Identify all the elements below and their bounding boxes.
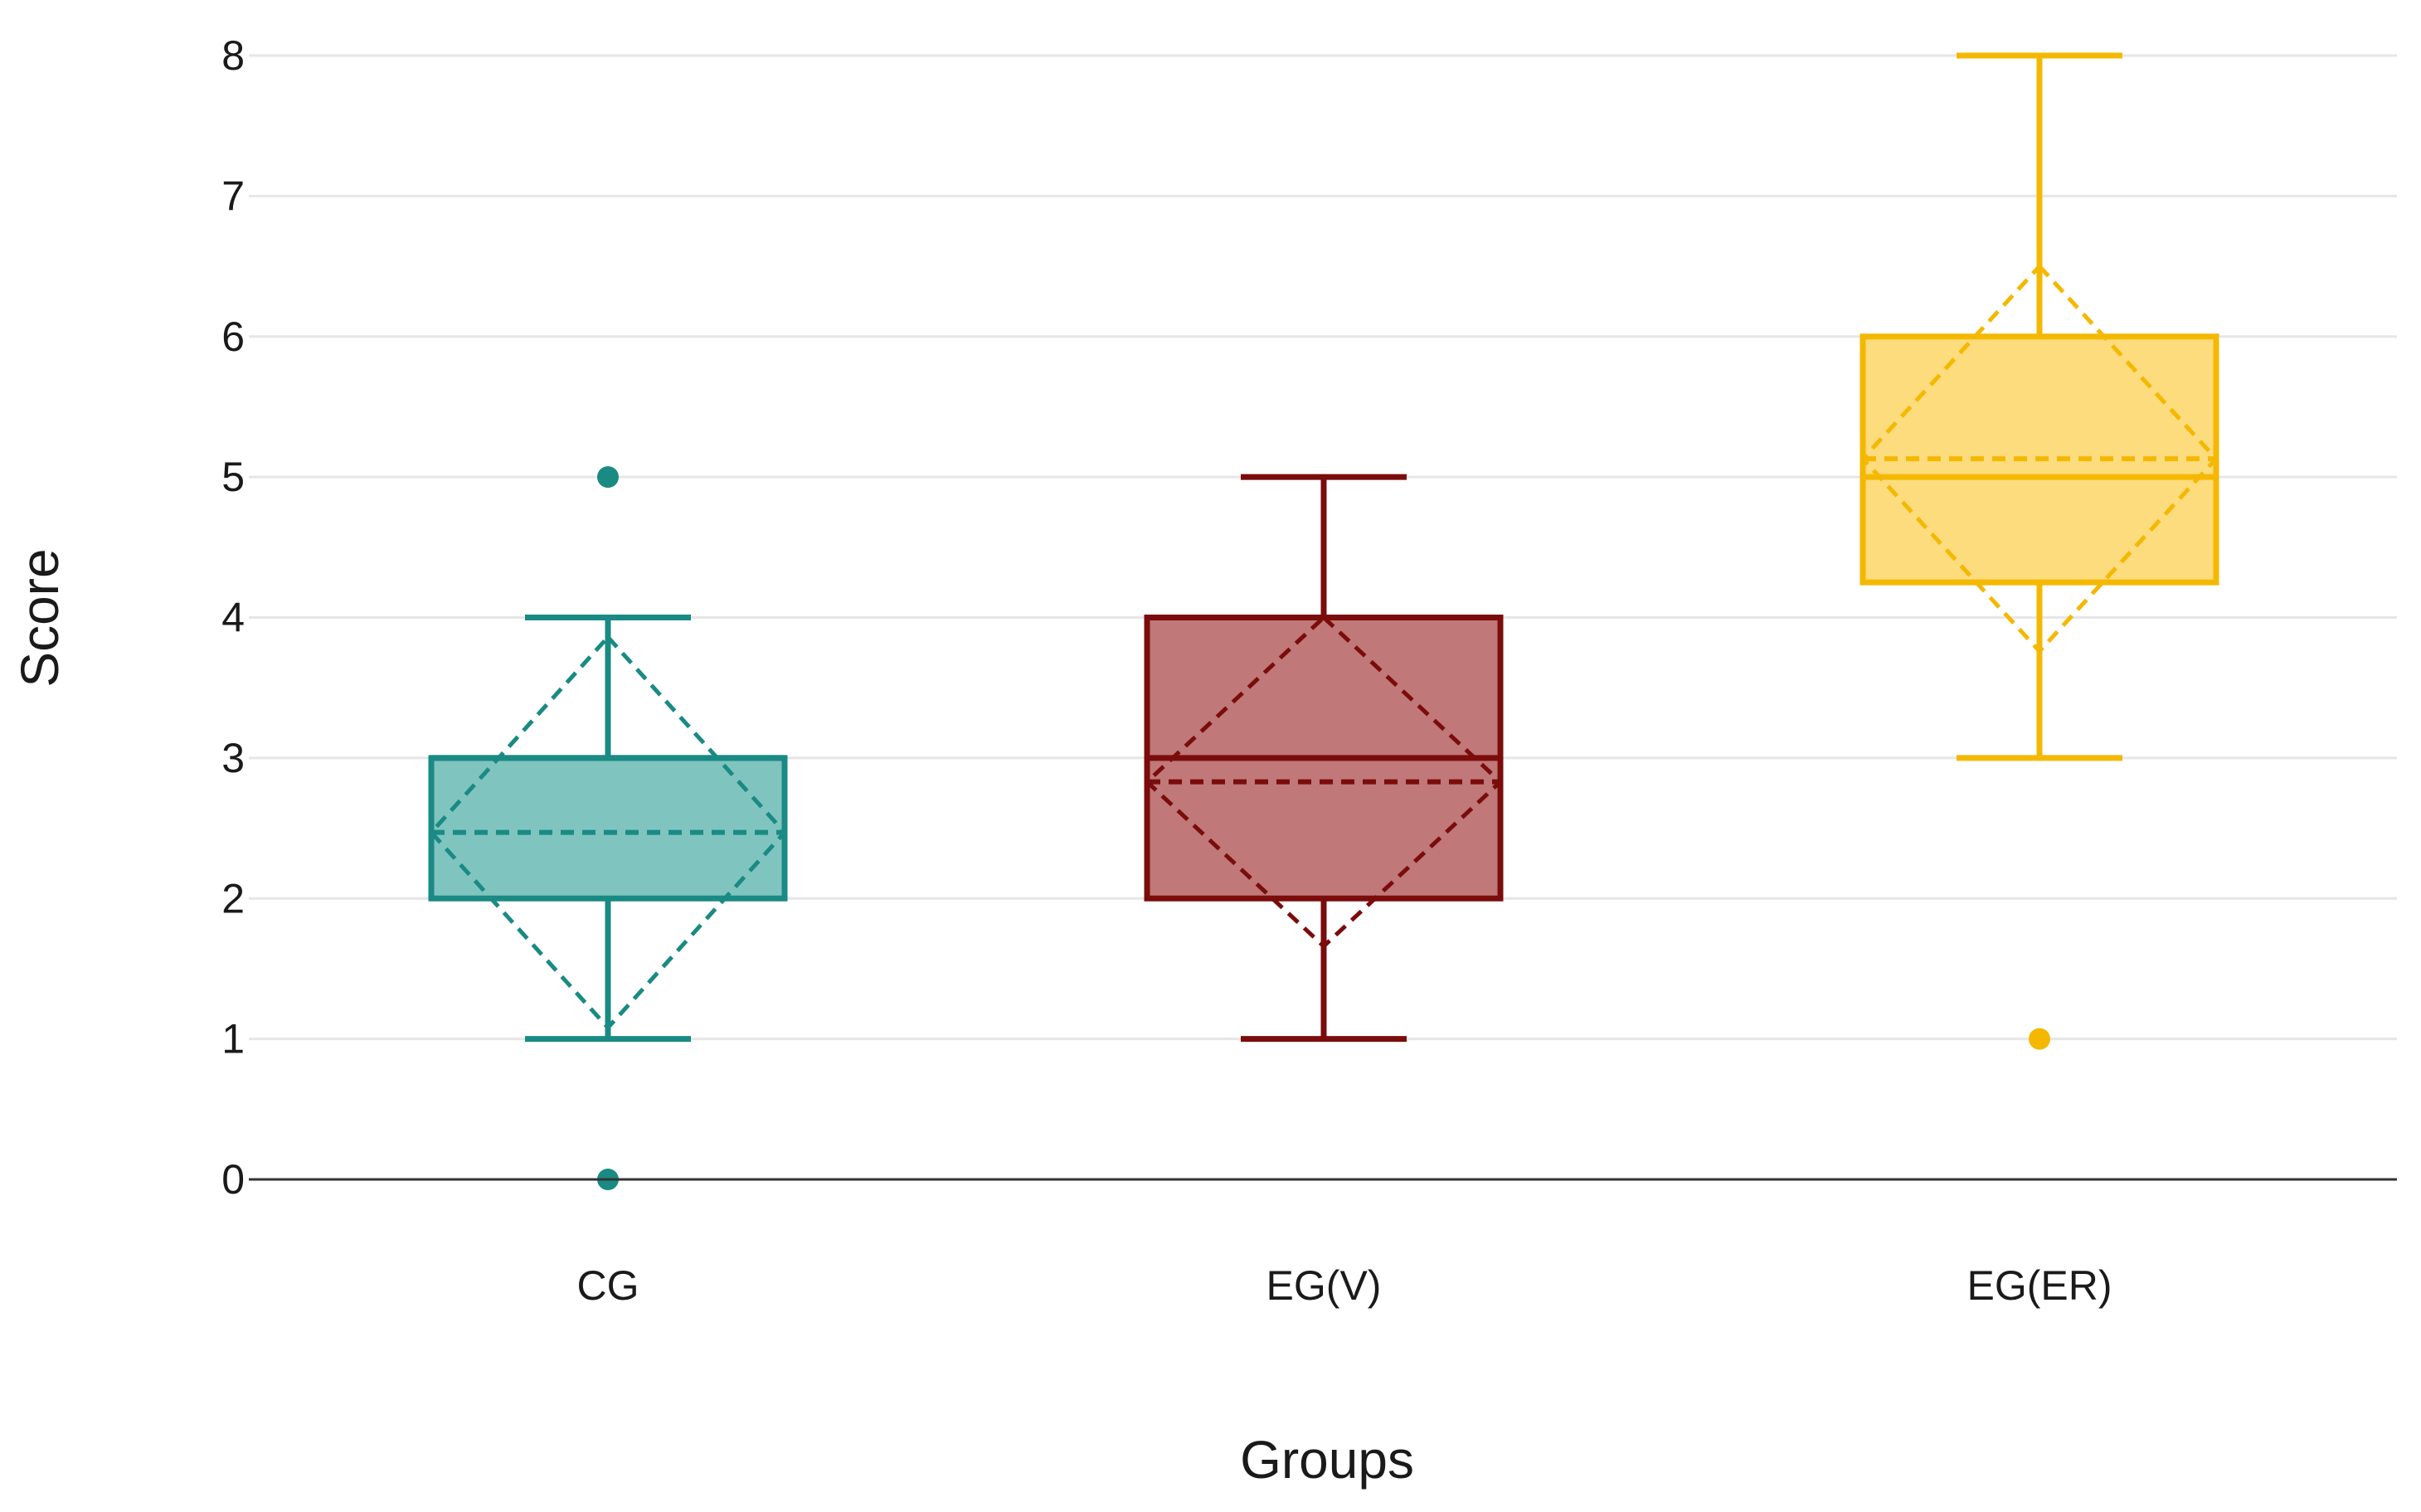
x-tick-label: EG(V)	[1266, 1262, 1382, 1309]
y-tick-label: 4	[221, 595, 245, 641]
outlier-point	[2029, 1028, 2050, 1050]
y-tick-label: 3	[221, 735, 245, 781]
y-tick-label: 1	[221, 1016, 245, 1062]
sd-diamond	[428, 634, 788, 1031]
x-tick-label: EG(ER)	[1967, 1262, 2112, 1309]
y-tick-label: 8	[221, 32, 245, 79]
box-group-cg	[428, 466, 788, 1190]
plot-area	[428, 52, 2219, 1190]
y-tick-label: 6	[221, 314, 245, 360]
box-group-eg-v	[1144, 474, 1504, 1043]
axes: 0 1 2 3 4 5 6 7 8 CG EG(V) EG(ER)	[221, 32, 2397, 1309]
y-axis-title: Score	[10, 548, 70, 687]
iqr-box	[428, 755, 788, 902]
sd-diamond	[1860, 263, 2219, 654]
box-group-eg-er	[1860, 52, 2219, 1050]
y-tick-label: 2	[221, 875, 245, 921]
y-tick-label: 5	[221, 454, 245, 500]
y-tick-label: 7	[221, 173, 245, 219]
x-tick-label: CG	[577, 1262, 639, 1309]
y-tick-label: 0	[221, 1156, 245, 1203]
outlier-point	[597, 466, 619, 489]
sd-diamond	[1144, 615, 1504, 950]
x-axis-title: Groups	[1240, 1430, 1414, 1490]
